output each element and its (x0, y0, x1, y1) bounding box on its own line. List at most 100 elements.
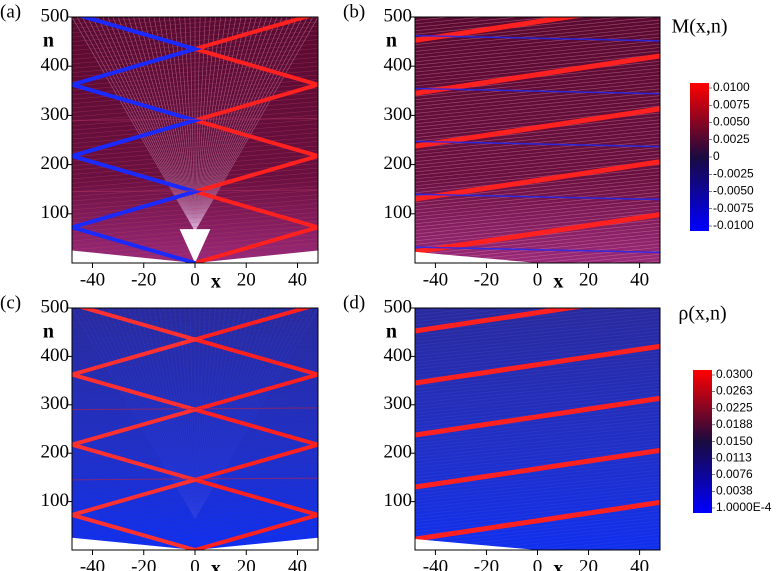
colorbar-tick-label: 0.0050 (713, 115, 750, 129)
texture (415, 160, 660, 187)
texture (415, 85, 660, 111)
texture (415, 17, 487, 25)
texture (72, 145, 318, 166)
colorbar-tick-label: 0.0300 (716, 367, 753, 381)
y-tick-label: 400 (41, 55, 70, 76)
texture (72, 65, 318, 87)
texture (415, 442, 660, 468)
y-tick-label: 200 (384, 153, 413, 174)
y-tick-label: 100 (384, 490, 413, 511)
texture (72, 194, 318, 215)
texture (415, 324, 660, 349)
texture (72, 96, 318, 118)
colorbar-title: ρ(x,n) (678, 303, 726, 325)
texture (72, 74, 318, 95)
texture (415, 308, 556, 322)
texture (415, 327, 660, 353)
heatmap (415, 308, 660, 550)
texture (415, 429, 660, 454)
heatmap (72, 17, 318, 263)
texture (415, 209, 660, 235)
colorbar-tick-label: 0.0263 (716, 384, 753, 398)
ridge (415, 87, 660, 95)
y-tick-label: 200 (41, 442, 70, 463)
texture (72, 30, 318, 51)
texture (500, 534, 660, 550)
x-tick-label: 0 (190, 556, 200, 571)
texture (72, 154, 318, 175)
ridge (187, 17, 318, 263)
texture (415, 439, 660, 465)
texture (72, 88, 318, 109)
texture (76, 17, 196, 232)
texture (415, 341, 660, 366)
texture (72, 443, 318, 464)
x-tick-label: -20 (474, 269, 499, 290)
ridge (415, 300, 660, 305)
blank (72, 537, 318, 550)
y-tick-label: 100 (41, 490, 70, 511)
texture (415, 320, 660, 346)
texture (568, 540, 660, 550)
texture (415, 129, 660, 156)
texture (415, 395, 660, 421)
texture (72, 460, 318, 481)
texture (415, 493, 660, 519)
y-tick-label: 400 (384, 345, 413, 366)
texture (72, 34, 318, 56)
texture (415, 500, 660, 526)
texture (194, 17, 314, 232)
texture (72, 456, 318, 477)
ridge (415, 34, 660, 42)
texture (415, 71, 660, 97)
texture (415, 432, 660, 458)
texture (72, 43, 318, 64)
y-tick-label: 300 (384, 393, 413, 414)
colorbar (693, 370, 712, 513)
texture (415, 490, 660, 515)
texture (72, 412, 318, 433)
texture (415, 153, 660, 180)
colorbar-tick-label: 0.0113 (716, 450, 752, 464)
texture (72, 390, 318, 411)
panel-label: (a) (0, 1, 21, 22)
texture (415, 415, 660, 441)
texture (415, 378, 660, 404)
texture (415, 480, 660, 505)
x-tick-label: -40 (423, 556, 448, 571)
colorbar-tick-label: 1.0000E-4 (716, 500, 772, 514)
texture (415, 19, 660, 45)
texture (72, 316, 318, 337)
texture (415, 308, 659, 333)
colorbar-tick-label: 0.0188 (716, 417, 753, 431)
texture (189, 17, 196, 231)
texture (72, 17, 196, 232)
texture (415, 313, 660, 339)
y-axis-label: n (386, 321, 397, 343)
texture (415, 496, 660, 522)
y-tick-label: 500 (41, 296, 70, 317)
texture (415, 469, 660, 495)
texture (72, 52, 318, 73)
texture (415, 105, 660, 131)
texture (415, 446, 660, 471)
texture (415, 191, 660, 218)
texture (72, 408, 318, 429)
texture (72, 482, 318, 503)
texture (72, 404, 318, 424)
ridge (415, 193, 660, 201)
texture (72, 17, 272, 33)
y-axis-label: n (43, 321, 54, 343)
texture (415, 517, 660, 543)
texture (72, 395, 318, 416)
y-tick-label: 100 (384, 202, 413, 223)
texture (194, 17, 201, 231)
texture (72, 473, 318, 494)
texture (72, 48, 318, 69)
texture (415, 476, 660, 502)
heatmap (72, 308, 318, 550)
colorbar-tick-label: 0.0100 (713, 80, 750, 94)
ridge (415, 343, 660, 386)
x-tick-label: -40 (423, 269, 448, 290)
y-tick-label: 200 (384, 442, 413, 463)
